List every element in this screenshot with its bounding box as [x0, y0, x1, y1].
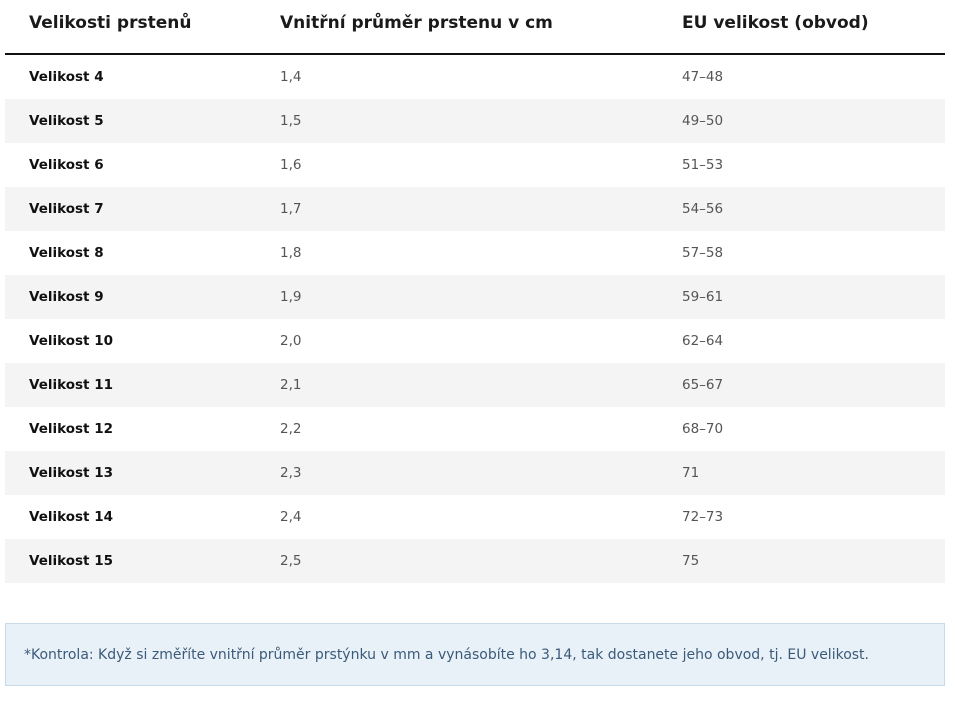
diameter-cell: 2,4 — [280, 509, 302, 525]
diameter-cell: 1,4 — [280, 69, 302, 85]
header-ring-size: Velikosti prstenů — [29, 12, 192, 33]
diameter-cell: 2,1 — [280, 377, 302, 393]
diameter-cell: 1,7 — [280, 201, 302, 217]
diameter-cell: 2,5 — [280, 553, 302, 569]
eu-size-cell: 62–64 — [682, 333, 724, 349]
ring-size-table: Velikosti prstenů Vnitřní průměr prstenu… — [5, 0, 945, 583]
ring-size-cell: Velikost 11 — [29, 377, 113, 393]
table-row: Velikost 4 1,4 47–48 — [5, 55, 945, 99]
diameter-cell: 1,6 — [280, 157, 302, 173]
table-row: Velikost 13 2,3 71 — [5, 451, 945, 495]
table-row: Velikost 9 1,9 59–61 — [5, 275, 945, 319]
ring-size-cell: Velikost 6 — [29, 157, 104, 173]
table-row: Velikost 6 1,6 51–53 — [5, 143, 945, 187]
eu-size-cell: 68–70 — [682, 421, 724, 437]
table-row: Velikost 11 2,1 65–67 — [5, 363, 945, 407]
eu-size-cell: 57–58 — [682, 245, 724, 261]
diameter-cell: 1,9 — [280, 289, 302, 305]
measurement-note-text: *Kontrola: Když si změříte vnitřní průmě… — [24, 646, 869, 663]
ring-size-cell: Velikost 5 — [29, 113, 104, 129]
ring-size-cell: Velikost 8 — [29, 245, 104, 261]
ring-size-cell: Velikost 15 — [29, 553, 113, 569]
eu-size-cell: 71 — [682, 465, 700, 481]
table-row: Velikost 12 2,2 68–70 — [5, 407, 945, 451]
diameter-cell: 1,8 — [280, 245, 302, 261]
measurement-note: *Kontrola: Když si změříte vnitřní průmě… — [5, 623, 945, 686]
ring-size-cell: Velikost 9 — [29, 289, 104, 305]
ring-size-cell: Velikost 13 — [29, 465, 113, 481]
eu-size-cell: 75 — [682, 553, 700, 569]
table-body: Velikost 4 1,4 47–48 Velikost 5 1,5 49–5… — [5, 55, 945, 583]
eu-size-cell: 54–56 — [682, 201, 724, 217]
ring-size-cell: Velikost 14 — [29, 509, 113, 525]
table-row: Velikost 14 2,4 72–73 — [5, 495, 945, 539]
eu-size-cell: 49–50 — [682, 113, 724, 129]
table-row: Velikost 7 1,7 54–56 — [5, 187, 945, 231]
table-row: Velikost 10 2,0 62–64 — [5, 319, 945, 363]
table-row: Velikost 15 2,5 75 — [5, 539, 945, 583]
ring-size-cell: Velikost 4 — [29, 69, 104, 85]
header-eu-size: EU velikost (obvod) — [682, 12, 869, 33]
diameter-cell: 1,5 — [280, 113, 302, 129]
eu-size-cell: 47–48 — [682, 69, 724, 85]
header-inner-diameter: Vnitřní průměr prstenu v cm — [280, 12, 553, 33]
eu-size-cell: 65–67 — [682, 377, 724, 393]
ring-size-cell: Velikost 10 — [29, 333, 113, 349]
table-header-row: Velikosti prstenů Vnitřní průměr prstenu… — [5, 0, 945, 55]
ring-size-cell: Velikost 12 — [29, 421, 113, 437]
table-row: Velikost 5 1,5 49–50 — [5, 99, 945, 143]
eu-size-cell: 59–61 — [682, 289, 724, 305]
eu-size-cell: 51–53 — [682, 157, 724, 173]
diameter-cell: 2,3 — [280, 465, 302, 481]
diameter-cell: 2,0 — [280, 333, 302, 349]
eu-size-cell: 72–73 — [682, 509, 724, 525]
diameter-cell: 2,2 — [280, 421, 302, 437]
ring-size-cell: Velikost 7 — [29, 201, 104, 217]
table-row: Velikost 8 1,8 57–58 — [5, 231, 945, 275]
